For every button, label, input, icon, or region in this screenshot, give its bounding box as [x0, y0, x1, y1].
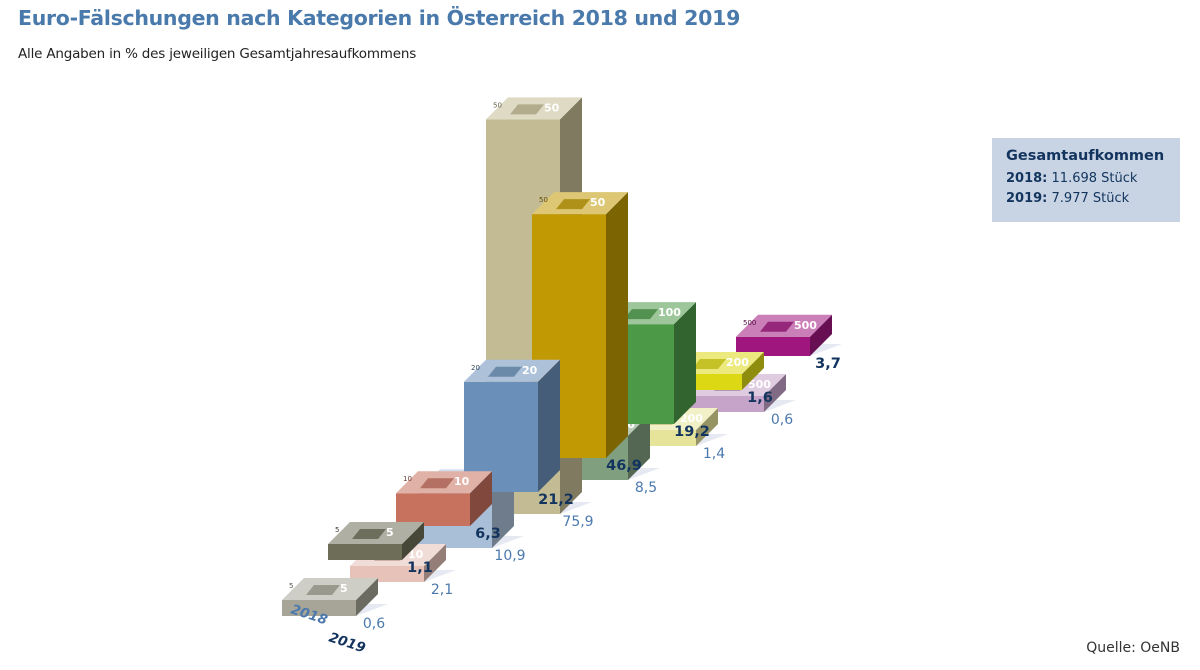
bar-side-2019-20 [538, 359, 560, 492]
totals-year-2019: 2019: [1006, 191, 1048, 206]
totals-row-2019: 2019: 7.977 Stück [1006, 189, 1180, 209]
value-label-2019-100: 19,2 [674, 424, 710, 440]
banknote-denomination-2018-200: 200 [680, 412, 703, 425]
banknote-small-denomination-2019-10: 10 [403, 475, 412, 483]
value-label-2018-5: 0,6 [363, 616, 385, 632]
year-label-2019: 2019 [327, 630, 368, 657]
value-label-2018-20: 10,9 [494, 548, 525, 564]
banknote-small-denomination-2019-20: 20 [471, 364, 480, 372]
value-label-2019-5: 1,1 [407, 560, 433, 576]
chart-title: Euro-Fälschungen nach Kategorien in Öste… [18, 6, 741, 30]
banknote-motif-2019-10 [420, 478, 454, 489]
banknote-denomination-2018-50: 50 [544, 101, 560, 114]
bar-2019-5: 55 [328, 522, 424, 560]
banknote-small-denomination-2019-500: 500 [743, 319, 756, 327]
bar-2019-10: 10 10 [396, 471, 492, 526]
bar-2019-500: 500 500 [736, 314, 832, 356]
value-label-2018-100: 8,5 [635, 480, 657, 496]
totals-year-2018: 2018: [1006, 171, 1048, 186]
bar-side-2019-500 [810, 314, 832, 356]
value-label-2019-200: 1,6 [747, 390, 773, 406]
value-label-2019-500: 3,7 [815, 356, 841, 372]
banknote-small-denomination-2018-5: 5 [289, 582, 293, 590]
banknote-denomination-2019-100: 100 [658, 306, 681, 319]
chart-subtitle: Alle Angaben in % des jeweiligen Gesamtj… [18, 46, 417, 62]
source-note: Quelle: OeNB [1086, 640, 1180, 656]
totals-row-2018: 2018: 11.698 Stück [1006, 169, 1180, 189]
bar-front-2019-5 [328, 544, 402, 560]
bar-side-2018-200 [696, 408, 718, 446]
value-label-2018-500: 0,6 [771, 412, 793, 428]
bar-front-2018-5 [282, 600, 356, 616]
bar-side-2019-100 [674, 302, 696, 424]
value-label-2019-50: 46,9 [606, 458, 642, 474]
value-label-2018-200: 1,4 [703, 446, 725, 462]
banknote-small-denomination-2019-5: 5 [335, 526, 339, 534]
bar-2018-5: 55 [282, 578, 378, 616]
bar-side-2019-10 [470, 471, 492, 526]
totals-heading: Gesamtaufkommen [1006, 148, 1165, 164]
totals-value-2019: 7.977 Stück [1051, 191, 1130, 206]
banknote-denomination-2018-500: 500 [748, 378, 771, 391]
banknote-motif-2018-5 [306, 585, 340, 595]
banknote-denomination-2019-500: 500 [794, 319, 817, 332]
banknote-denomination-2019-200: 200 [726, 356, 749, 369]
banknote-motif-2019-50 [556, 199, 590, 210]
banknote-motif-2019-200 [692, 359, 726, 369]
value-label-2018-10: 2,1 [431, 582, 453, 598]
banknote-denomination-2018-10: 10 [408, 548, 424, 561]
bar-side-2019-50 [606, 192, 628, 458]
banknote-denomination-2019-5: 5 [386, 526, 394, 539]
bar-front-2019-500 [736, 336, 810, 356]
banknote-motif-2018-50 [510, 104, 544, 115]
bar-side-2019-200 [742, 352, 764, 390]
banknote-denomination-2018-5: 5 [340, 582, 348, 595]
bar-side-2018-10 [424, 544, 446, 582]
totals-value-2018: 11.698 Stück [1051, 171, 1138, 186]
banknote-motif-2019-100 [624, 309, 658, 320]
totals-box: Gesamtaufkommen 2018: 11.698 Stück 2019:… [992, 138, 1180, 222]
bar-side-2018-100 [628, 413, 650, 480]
banknote-denomination-2019-20: 20 [522, 364, 538, 377]
bar-front-2019-10 [396, 493, 470, 526]
banknote-motif-2019-5 [352, 529, 386, 539]
bar-side-2018-500 [764, 374, 786, 412]
banknote-small-denomination-2019-50: 50 [539, 196, 548, 204]
banknote-denomination-2019-10: 10 [454, 475, 470, 488]
banknote-motif-2019-500 [760, 321, 794, 332]
banknote-denomination-2019-50: 50 [590, 196, 606, 209]
value-label-2019-10: 6,3 [475, 526, 501, 542]
bar-side-2019-5 [402, 522, 424, 560]
banknote-motif-2019-20 [488, 366, 522, 377]
banknote-small-denomination-2018-50: 50 [493, 101, 502, 109]
value-label-2018-50: 75,9 [562, 514, 593, 530]
value-label-2019-20: 21,2 [538, 492, 574, 508]
bar-side-2018-5 [356, 578, 378, 616]
